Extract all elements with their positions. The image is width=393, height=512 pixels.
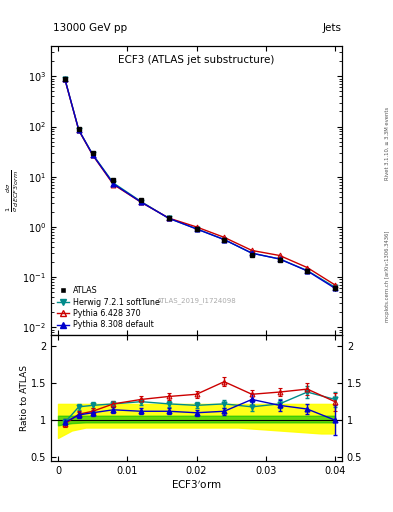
Text: mcplots.cern.ch [arXiv:1306.3436]: mcplots.cern.ch [arXiv:1306.3436] <box>385 231 390 322</box>
Text: ECF3 (ATLAS jet substructure): ECF3 (ATLAS jet substructure) <box>118 55 275 65</box>
Legend: ATLAS, Herwig 7.2.1 softTune, Pythia 6.428 370, Pythia 8.308 default: ATLAS, Herwig 7.2.1 softTune, Pythia 6.4… <box>55 285 161 331</box>
Y-axis label: $\frac{1}{\sigma}\frac{d\sigma}{d\,ECF3^{\prime}orm}$: $\frac{1}{\sigma}\frac{d\sigma}{d\,ECF3^… <box>4 169 21 211</box>
Text: 13000 GeV pp: 13000 GeV pp <box>53 23 127 33</box>
X-axis label: ECF3$^{\prime}$orm: ECF3$^{\prime}$orm <box>171 478 222 491</box>
Text: Jets: Jets <box>323 23 342 33</box>
Text: Rivet 3.1.10, ≥ 3.3M events: Rivet 3.1.10, ≥ 3.3M events <box>385 106 390 180</box>
Text: ATLAS_2019_I1724098: ATLAS_2019_I1724098 <box>157 297 236 304</box>
Y-axis label: Ratio to ATLAS: Ratio to ATLAS <box>20 365 29 431</box>
